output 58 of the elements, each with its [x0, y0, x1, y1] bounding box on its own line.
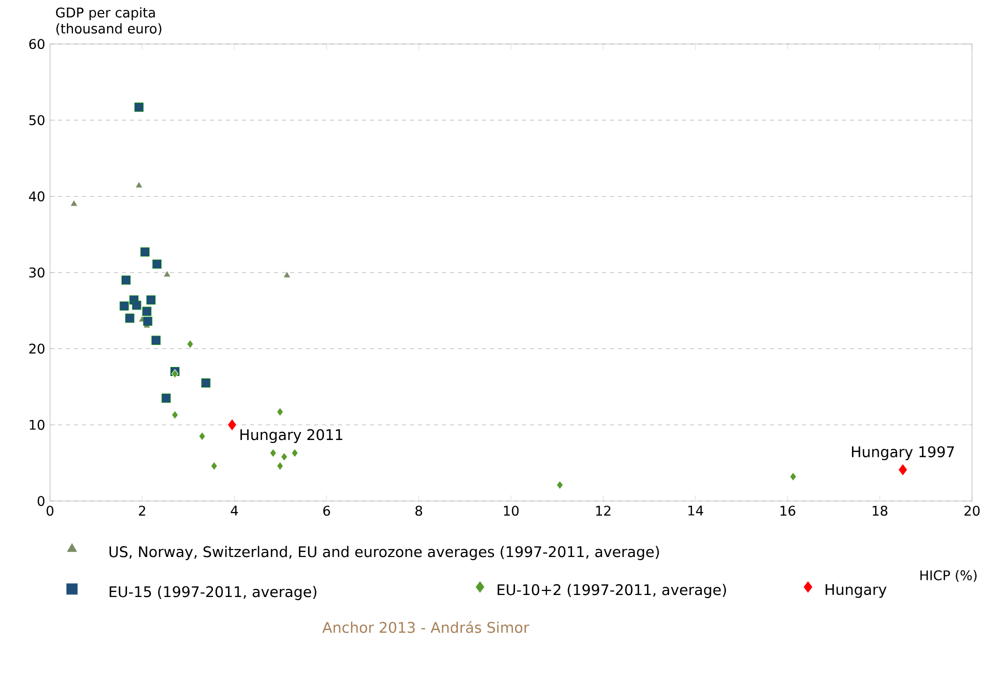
point — [556, 480, 564, 490]
point — [132, 300, 142, 310]
point — [152, 336, 161, 345]
point — [291, 448, 298, 458]
point — [120, 301, 129, 311]
point — [171, 369, 178, 378]
y-axis-title: GDP per capita (thousand euro) — [56, 7, 162, 36]
x-axis-title: HICP (%) — [920, 570, 977, 582]
point — [163, 270, 172, 278]
point — [125, 314, 134, 323]
x-tick-label: 12 — [596, 506, 610, 516]
y-tick-label: 0 — [38, 496, 44, 506]
text: Anchor 2013 - András Simor — [322, 621, 530, 633]
y-tick-label: 20 — [29, 344, 44, 354]
x-tick-label: 2 — [138, 506, 146, 516]
legend-label: Hungary — [826, 584, 886, 598]
y-tick-label: 50 — [29, 115, 44, 126]
y-tick-label: 10 — [30, 420, 44, 430]
point — [152, 260, 162, 269]
point — [140, 247, 150, 256]
x-tick-label: 16 — [780, 506, 796, 516]
point — [186, 340, 194, 349]
annotation: Hungary 1997 — [852, 446, 954, 460]
y-tick-label: 40 — [28, 191, 44, 202]
point — [146, 295, 156, 304]
y-tick-label: 60 — [29, 38, 44, 50]
y-tick-label: 30 — [29, 267, 44, 278]
point — [135, 181, 143, 188]
x-tick-label: 20 — [964, 506, 980, 516]
x-tick-label: 6 — [323, 506, 330, 516]
point — [898, 464, 908, 476]
x-tick-label: 4 — [230, 506, 238, 516]
point — [280, 452, 288, 462]
point — [171, 410, 178, 420]
point — [142, 306, 152, 316]
point — [276, 461, 284, 471]
point — [162, 394, 171, 403]
legend-label: US, Norway, Switzerland, EU and eurozone averages (1997-2011, average) — [110, 546, 659, 560]
point — [122, 276, 131, 285]
x-tick-label: 0 — [46, 506, 54, 516]
point — [790, 472, 797, 482]
point — [227, 418, 237, 432]
point — [210, 461, 218, 471]
point — [201, 378, 210, 388]
point — [134, 102, 144, 112]
x-tick-label: 14 — [688, 506, 704, 516]
point — [198, 432, 206, 441]
point — [70, 199, 78, 206]
x-tick-label: 18 — [872, 506, 888, 516]
point — [276, 407, 284, 416]
point — [282, 271, 291, 278]
x-tick-label: 10 — [504, 506, 519, 516]
point — [270, 448, 277, 458]
x-tick-label: 8 — [415, 506, 422, 516]
legend-label: EU-15 (1997-2011, average) — [110, 586, 316, 600]
point — [143, 316, 152, 326]
annotation: Hungary 2011 — [240, 429, 342, 444]
legend-label: EU-10+2 (1997-2011, average) — [498, 584, 726, 598]
